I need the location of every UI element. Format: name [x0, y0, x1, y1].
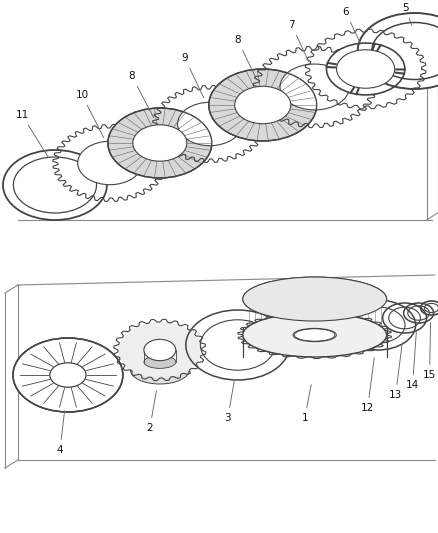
Text: 1: 1	[301, 385, 311, 423]
Text: 4: 4	[57, 411, 65, 455]
Ellipse shape	[336, 50, 395, 88]
Text: 3: 3	[224, 381, 234, 423]
Text: 8: 8	[129, 71, 154, 118]
Ellipse shape	[417, 299, 438, 317]
Ellipse shape	[383, 303, 427, 333]
Ellipse shape	[108, 108, 212, 178]
Ellipse shape	[243, 313, 387, 357]
Text: 8: 8	[234, 35, 257, 79]
Text: 15: 15	[423, 323, 436, 380]
Text: 10: 10	[75, 90, 104, 138]
Ellipse shape	[293, 328, 336, 342]
Text: 7: 7	[288, 20, 308, 61]
Ellipse shape	[177, 102, 242, 146]
Text: 11: 11	[15, 110, 49, 158]
Ellipse shape	[50, 363, 86, 387]
Ellipse shape	[243, 277, 387, 321]
Text: 2: 2	[147, 391, 156, 433]
Ellipse shape	[144, 340, 176, 361]
Ellipse shape	[340, 300, 416, 350]
Text: 12: 12	[361, 358, 374, 413]
Ellipse shape	[144, 356, 176, 368]
Ellipse shape	[235, 86, 291, 124]
Ellipse shape	[303, 28, 428, 110]
Ellipse shape	[78, 141, 142, 185]
Ellipse shape	[209, 69, 317, 141]
Text: 14: 14	[406, 331, 419, 390]
Ellipse shape	[280, 64, 350, 110]
Ellipse shape	[3, 150, 107, 220]
Ellipse shape	[131, 356, 189, 384]
Text: 9: 9	[181, 53, 204, 98]
Ellipse shape	[403, 303, 434, 323]
Ellipse shape	[252, 45, 378, 128]
Ellipse shape	[326, 43, 405, 95]
Text: 6: 6	[343, 7, 360, 44]
Ellipse shape	[13, 338, 123, 412]
Text: 13: 13	[389, 343, 402, 400]
Ellipse shape	[52, 124, 168, 202]
Text: 5: 5	[402, 3, 412, 26]
Ellipse shape	[118, 322, 202, 378]
Ellipse shape	[133, 125, 187, 161]
Ellipse shape	[243, 277, 387, 321]
Ellipse shape	[358, 13, 438, 89]
Ellipse shape	[186, 310, 290, 380]
Ellipse shape	[152, 85, 268, 163]
